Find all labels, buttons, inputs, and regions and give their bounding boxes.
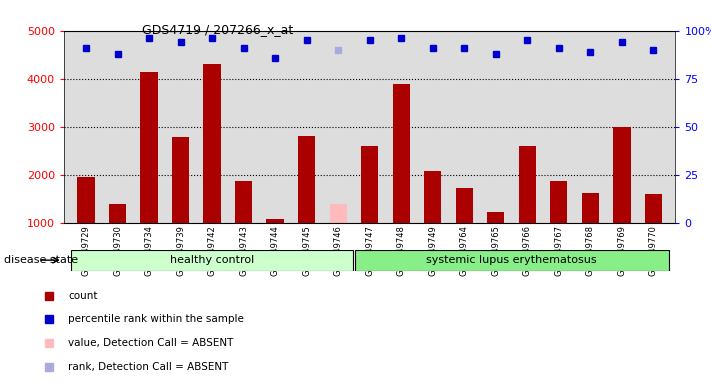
Text: value, Detection Call = ABSENT: value, Detection Call = ABSENT [68, 338, 234, 348]
Bar [71, 250, 353, 271]
Text: healthy control: healthy control [170, 255, 255, 265]
Text: systemic lupus erythematosus: systemic lupus erythematosus [426, 255, 597, 265]
Bar [582, 193, 599, 223]
Bar [487, 212, 505, 223]
Bar [298, 136, 316, 223]
Bar [172, 137, 189, 223]
Bar [235, 182, 252, 223]
Bar [267, 219, 284, 223]
Bar [355, 250, 668, 271]
Bar [456, 188, 473, 223]
Text: count: count [68, 291, 97, 301]
Bar [77, 177, 95, 223]
Bar [392, 84, 410, 223]
Bar [109, 204, 127, 223]
Text: percentile rank within the sample: percentile rank within the sample [68, 314, 244, 324]
Bar [518, 146, 536, 223]
Bar [645, 194, 662, 223]
Bar [141, 71, 158, 223]
Bar [550, 181, 567, 223]
Text: rank, Detection Call = ABSENT: rank, Detection Call = ABSENT [68, 362, 229, 372]
Bar [613, 127, 631, 223]
Bar [203, 65, 221, 223]
Text: disease state: disease state [4, 255, 77, 265]
Bar [329, 204, 347, 223]
Bar [361, 146, 378, 223]
Bar [424, 171, 442, 223]
Text: GDS4719 / 207266_x_at: GDS4719 / 207266_x_at [142, 23, 294, 36]
